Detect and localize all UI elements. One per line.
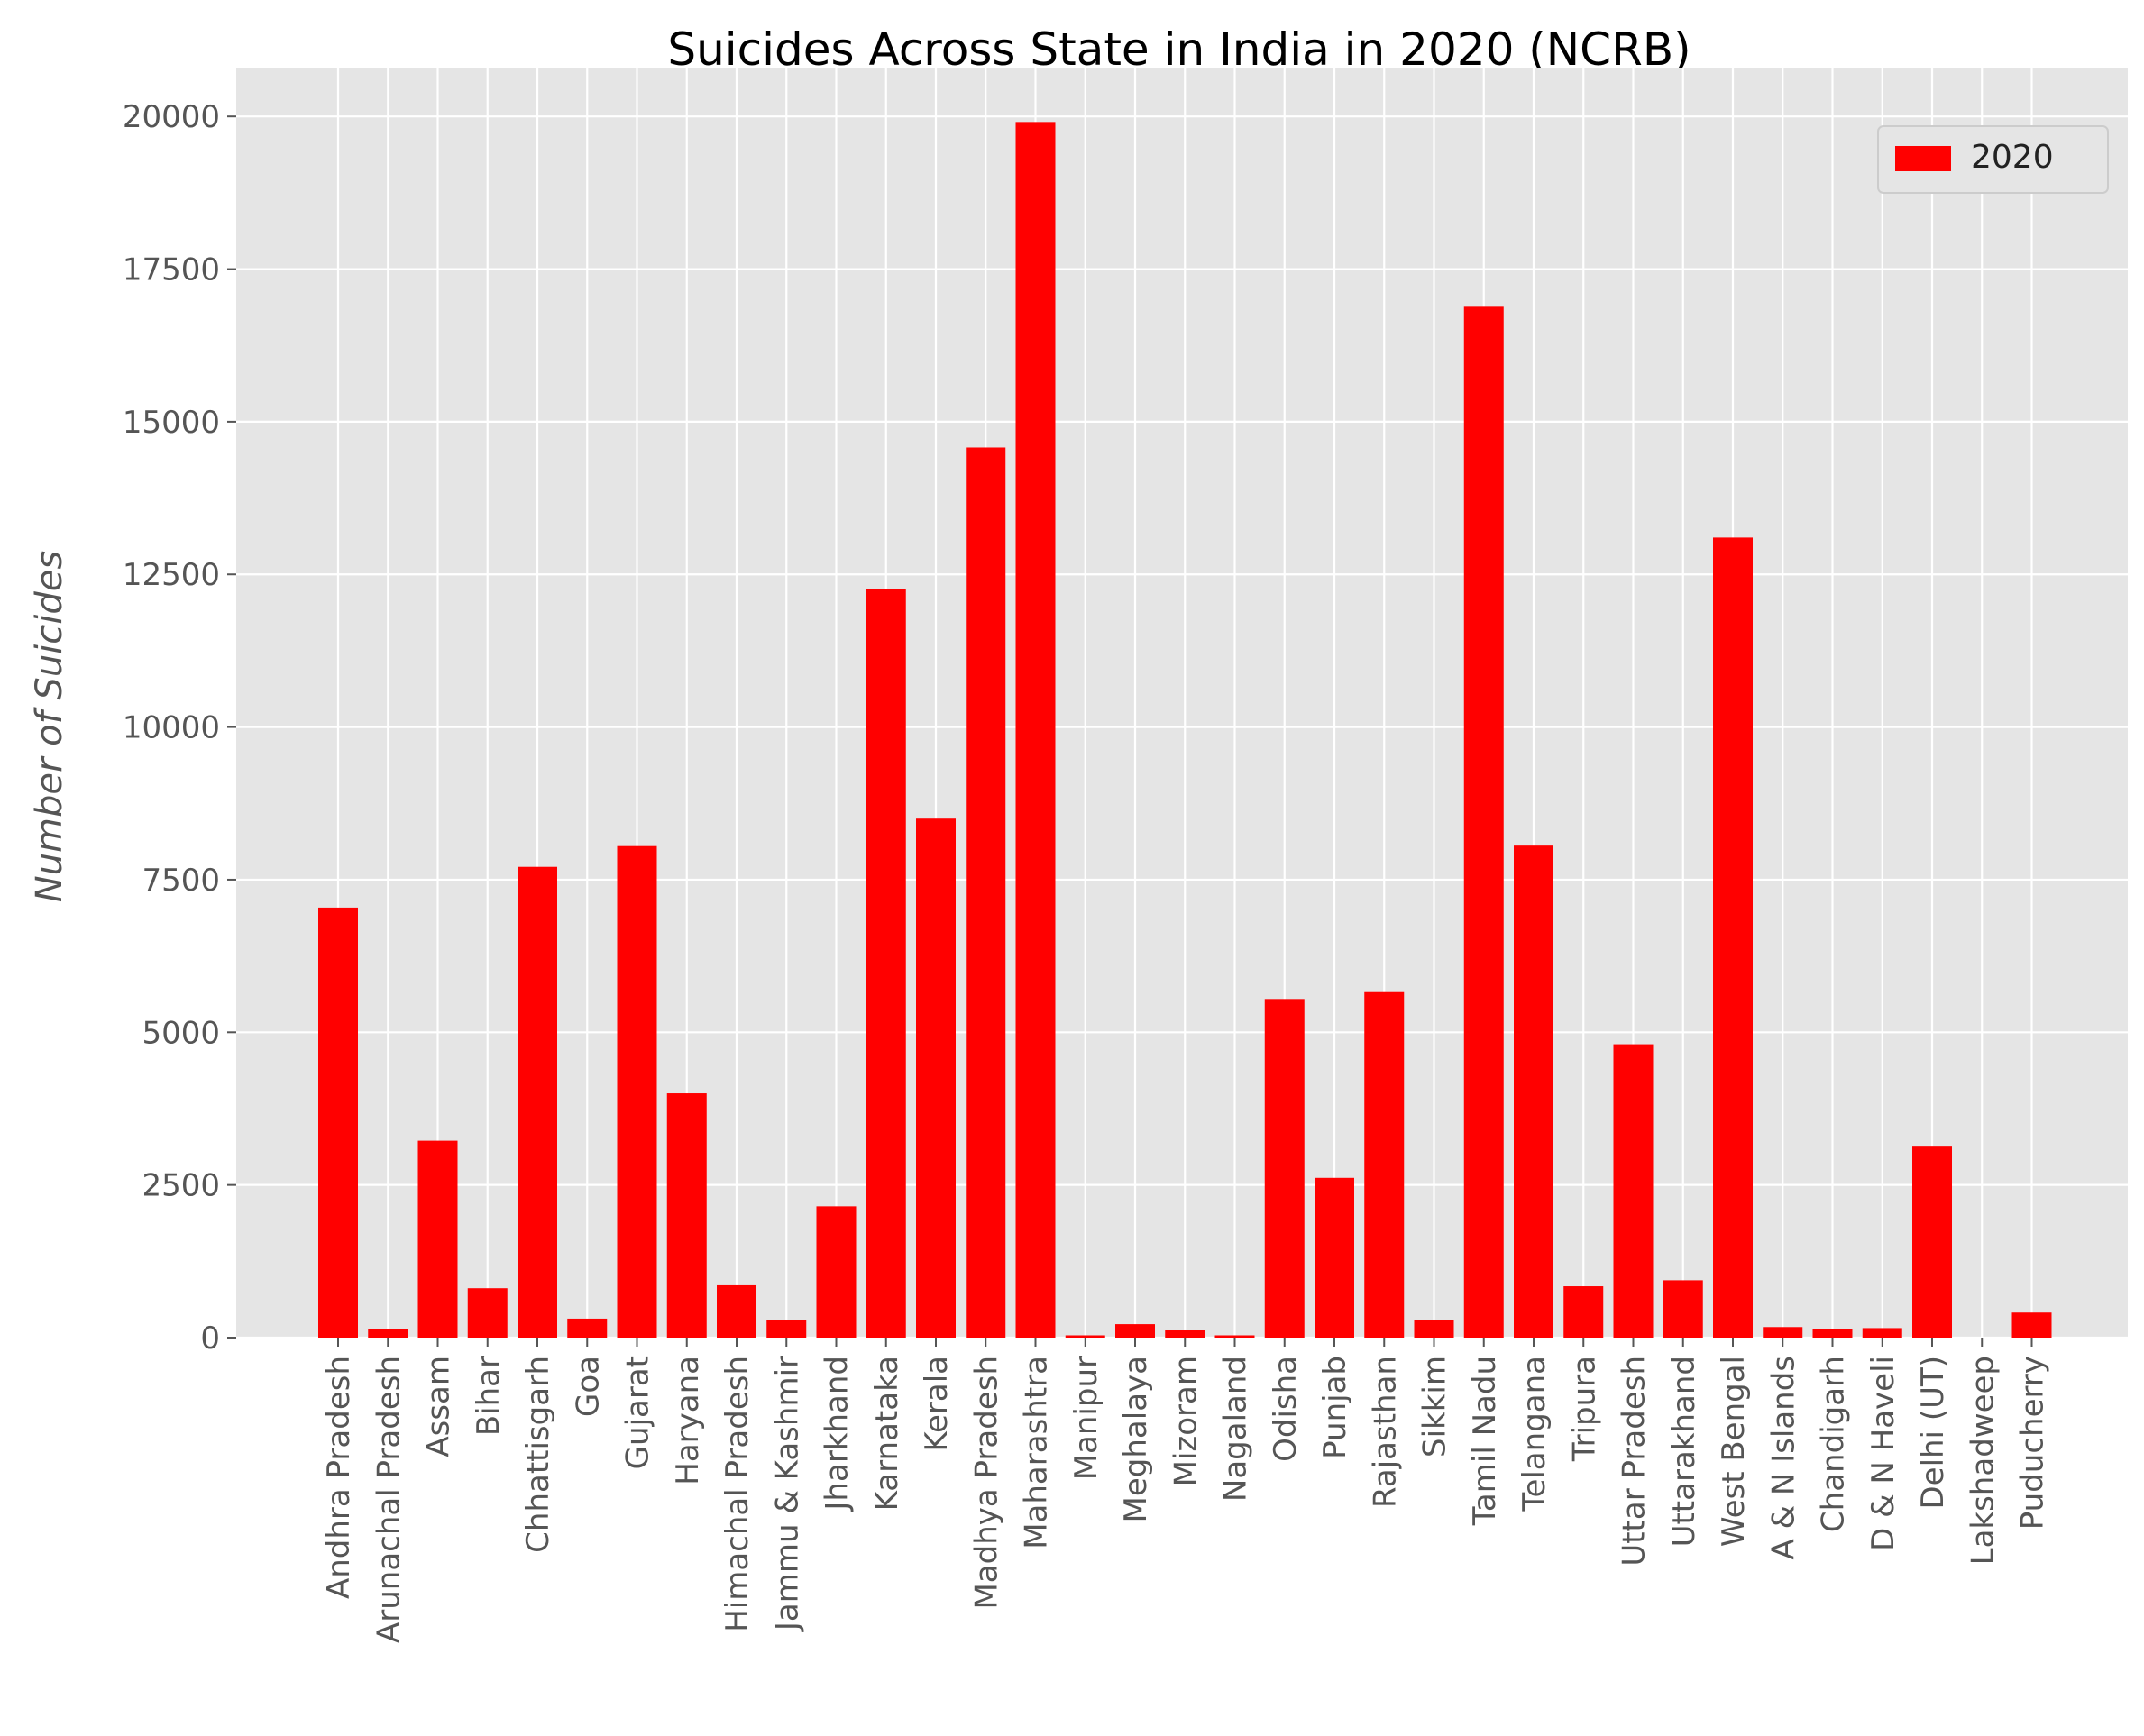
bar (1015, 122, 1056, 1338)
bar (1514, 845, 1553, 1338)
legend: 2020 (1877, 125, 2109, 194)
bar (1713, 537, 1753, 1338)
x-tick-label: Madhya Pradesh (968, 1356, 1004, 1610)
bar (1563, 1286, 1604, 1338)
x-tick-label: Goa (570, 1356, 606, 1417)
x-tick-label: Tamil Nadu (1467, 1356, 1503, 1526)
bar (1663, 1280, 1703, 1338)
bar (567, 1318, 608, 1338)
bar (1862, 1328, 1902, 1338)
x-tick-label: Arunachal Pradesh (371, 1356, 407, 1643)
x-tick-label: Tripura (1566, 1356, 1602, 1462)
x-tick-label: Telangana (1516, 1356, 1553, 1512)
bar (1912, 1146, 1952, 1338)
y-tick-labels: 0 2500 5000 7500 10000 12500 15000 17500 20000 (123, 99, 236, 1357)
x-tick-label: Gujarat (620, 1356, 656, 1469)
y-tick-label: 2500 (142, 1168, 220, 1204)
bar (717, 1284, 756, 1338)
x-tick-label: Rajasthan (1367, 1356, 1403, 1508)
x-tick-label: Delhi (UT) (1915, 1356, 1951, 1510)
x-tick-label: Bihar (471, 1356, 507, 1436)
bar (666, 1093, 707, 1338)
x-tick-label: Jharkhand (820, 1356, 856, 1512)
y-tick-label: 20000 (123, 99, 220, 135)
x-tick-label: Odisha (1268, 1356, 1304, 1462)
x-tick-label: Meghalaya (1118, 1356, 1154, 1522)
x-tick-label: Chhattisgarh (520, 1356, 556, 1553)
bar (1414, 1320, 1454, 1338)
bar (318, 907, 358, 1338)
bar (467, 1288, 508, 1338)
legend-label: 2020 (1971, 139, 2054, 176)
bar (417, 1140, 458, 1338)
bar (1214, 1335, 1255, 1338)
x-tick-label: Maharashtra (1019, 1356, 1055, 1549)
x-tick-label: Himachal Pradesh (719, 1356, 756, 1632)
x-tick-label: Puducherry (2015, 1356, 2051, 1530)
y-tick-label: 7500 (142, 863, 220, 899)
bar (1065, 1335, 1105, 1338)
x-tick-label: Karnataka (869, 1356, 905, 1511)
y-tick-label: 0 (200, 1320, 220, 1357)
x-tick-label: Uttar Pradesh (1617, 1356, 1653, 1567)
y-tick-label: 17500 (123, 252, 220, 288)
x-tick-label: Lakshadweep (1965, 1356, 2001, 1565)
x-tick-labels: Andhra Pradesh Arunachal Pradesh Assam Biha… (321, 1338, 2051, 1643)
bar (1115, 1324, 1155, 1338)
x-tick-label: Chandigarh (1816, 1356, 1852, 1532)
y-axis-title: Number of Suicides (29, 551, 70, 902)
x-tick-label: Haryana (670, 1356, 706, 1485)
bar (368, 1329, 408, 1338)
x-tick-label: Mizoram (1168, 1356, 1204, 1486)
x-tick-label: Assam (421, 1356, 457, 1457)
bar (866, 589, 906, 1338)
bar (816, 1206, 857, 1338)
bar (617, 845, 657, 1338)
x-tick-label: Nagaland (1218, 1356, 1254, 1502)
x-tick-label: Sikkim (1417, 1356, 1453, 1457)
bar (1463, 306, 1504, 1338)
bar (1812, 1329, 1853, 1338)
x-tick-label: A & N Islands (1765, 1356, 1801, 1560)
bar (1165, 1330, 1205, 1338)
x-tick-label: Uttarakhand (1666, 1356, 1702, 1547)
x-tick-label: West Bengal (1716, 1356, 1752, 1547)
bar (916, 818, 956, 1338)
bar (1264, 999, 1305, 1338)
x-tick-label: Manipur (1068, 1356, 1104, 1480)
x-tick-label: D & N Haveli (1865, 1356, 1901, 1551)
bars (318, 122, 2052, 1338)
bar (518, 866, 557, 1338)
bar (766, 1320, 807, 1338)
bar (1613, 1044, 1654, 1338)
x-tick-label: Jammu & Kashmir (769, 1356, 805, 1632)
chart-title: Suicides Across State in India in 2020 (… (667, 23, 1690, 76)
x-tick-label: Kerala (919, 1356, 955, 1452)
y-tick-label: 12500 (123, 557, 220, 593)
y-tick-label: 5000 (142, 1015, 220, 1051)
legend-box (1877, 125, 2109, 194)
legend-swatch (1895, 146, 1951, 171)
x-tick-label: Punjab (1317, 1356, 1353, 1459)
bar (1364, 991, 1405, 1338)
y-tick-label: 15000 (123, 405, 220, 441)
y-tick-label: 10000 (123, 710, 220, 746)
bar (966, 447, 1006, 1338)
x-tick-label: Andhra Pradesh (321, 1356, 357, 1599)
bar (1315, 1177, 1354, 1338)
bar (2011, 1312, 2052, 1338)
bar (1763, 1327, 1803, 1338)
